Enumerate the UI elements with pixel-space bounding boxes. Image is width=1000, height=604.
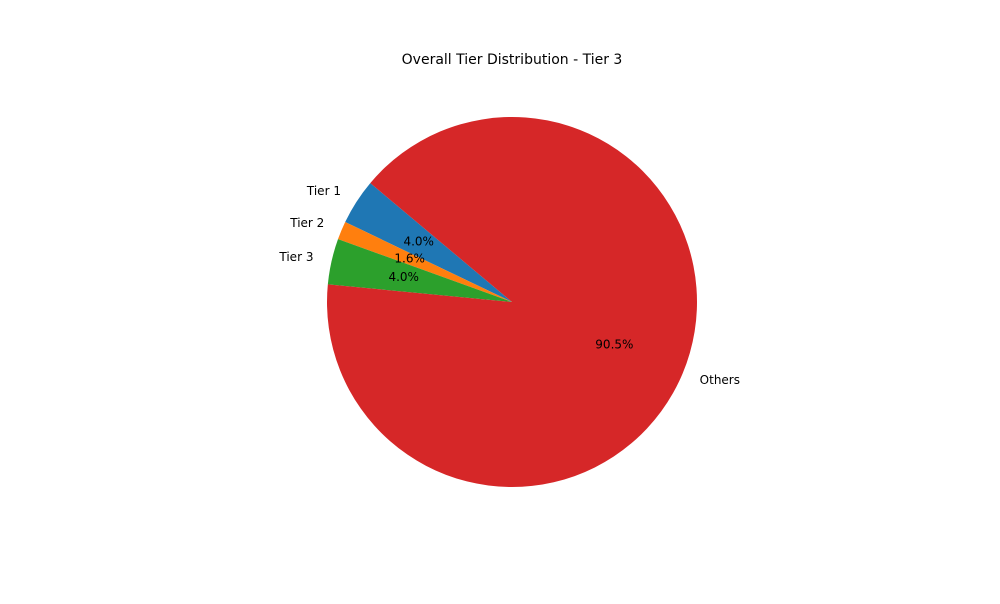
slice-percent-tier-2: 1.6% [394,252,425,266]
pie-slice-tier-1 [345,183,512,302]
slice-percent-tier-3: 4.0% [388,270,419,284]
pie-labels: Tier 1 4.0% Tier 2 1.6% Tier 3 4.0% Others 90.5… [278,184,740,387]
slice-label-tier-1: Tier 1 [306,184,341,198]
pie-slice-tier-3 [327,239,512,302]
slice-label-tier-2: Tier 2 [289,216,324,230]
pie-slice-tier-2 [338,222,512,302]
slice-percent-tier-1: 4.0% [403,234,434,248]
slice-percent-others: 90.5% [595,337,633,351]
pie-slice-others [327,116,697,488]
pie-slices [327,116,697,488]
slice-label-tier-3: Tier 3 [278,250,313,264]
chart-title: Overall Tier Distribution - Tier 3 [402,52,623,68]
slice-label-others: Others [700,373,740,387]
